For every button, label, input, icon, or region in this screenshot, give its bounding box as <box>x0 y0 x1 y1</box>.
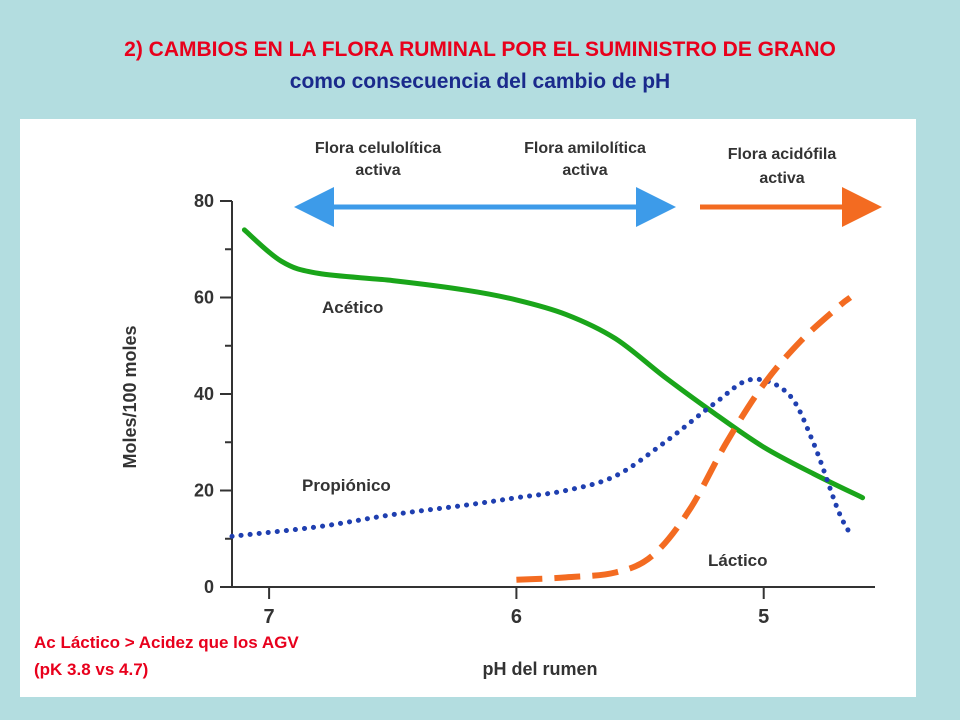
series-propionico-line <box>229 376 853 539</box>
axis-ticks <box>220 200 765 599</box>
annotation-amilolitica-line1: Flora amilolítica <box>524 140 646 157</box>
y-tick-label: 0 <box>204 577 214 597</box>
y-tick-label: 40 <box>194 384 214 404</box>
slide-subtitle: como consecuencia del cambio de pH <box>289 70 671 93</box>
x-tick-label: 6 <box>511 606 522 628</box>
x-axis-label: pH del rumen <box>482 659 597 679</box>
y-tick-label: 60 <box>194 288 214 308</box>
series-lactico-line <box>516 295 853 583</box>
x-tick-label: 7 <box>264 606 275 628</box>
slide-title: 2) CAMBIOS EN LA FLORA RUMINAL POR EL SU… <box>124 38 836 61</box>
note-line-2: (pK 3.8 vs 4.7) <box>34 660 149 679</box>
annotation-acidofila-line2: activa <box>759 170 804 187</box>
series-label-propionico: Propiónico <box>302 476 391 495</box>
y-tick-label: 80 <box>194 191 214 211</box>
annotation-celulolitica-line2: activa <box>355 162 400 179</box>
annotation-acidofila-line1: Flora acidófila <box>728 146 837 163</box>
note-line-1: Ac Láctico > Acidez que los AGV <box>34 633 299 652</box>
y-axis-label: Moles/100 moles <box>120 325 140 468</box>
axis-tick-labels: 0 20 40 60 80 7 6 5 <box>194 191 769 628</box>
series-label-acetico: Acético <box>322 298 383 317</box>
y-tick-label: 20 <box>194 481 214 501</box>
series-label-lactico: Láctico <box>708 551 768 570</box>
chart: Flora celulolítica activa Flora amilolít… <box>120 140 882 679</box>
x-tick-label: 5 <box>758 606 769 628</box>
annotation-celulolitica-line1: Flora celulolítica <box>315 140 441 157</box>
series-acetico-line <box>241 227 866 501</box>
chart-panel: Flora celulolítica activa Flora amilolít… <box>20 119 916 697</box>
annotation-amilolitica-line2: activa <box>562 162 607 179</box>
